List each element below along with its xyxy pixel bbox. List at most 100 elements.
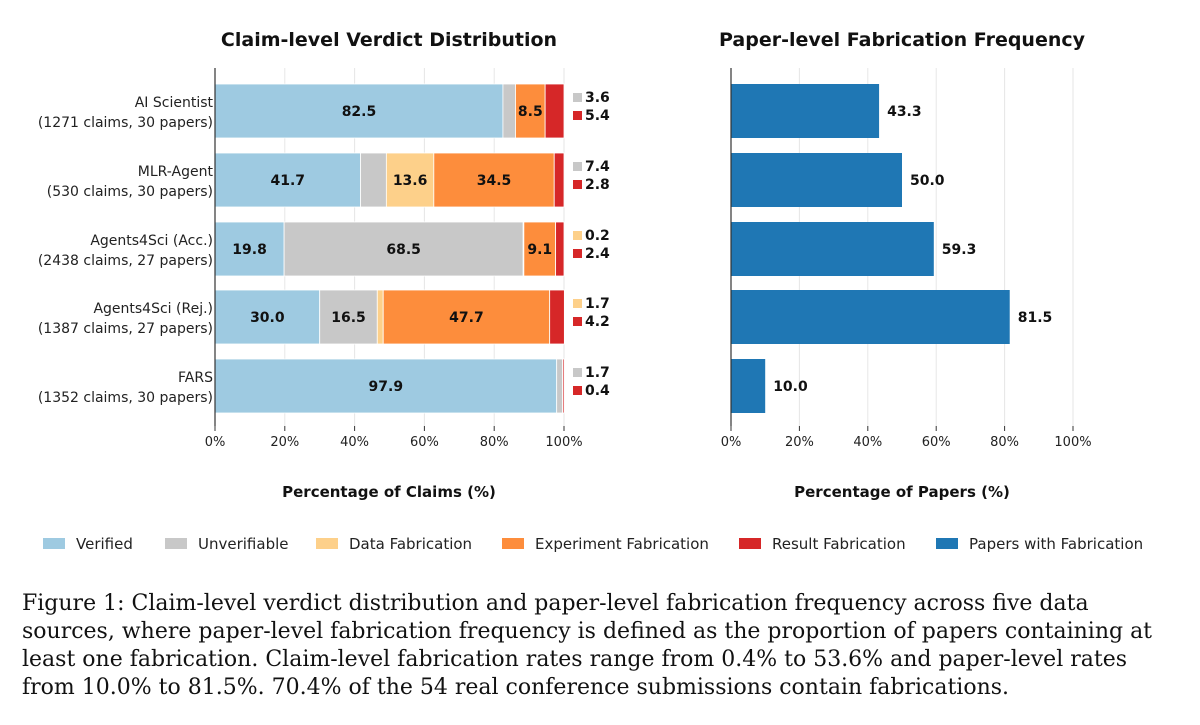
category-sublabel: (1271 claims, 30 papers) <box>38 115 213 131</box>
figure: Claim-level Verdict Distribution 82.5 8.5… <box>38 29 1143 553</box>
x-tick-label: 20% <box>785 435 814 450</box>
side-label-swatch <box>573 180 582 189</box>
bar-segment-result-fabrication <box>555 221 565 277</box>
x-tick-label: 20% <box>270 435 299 450</box>
figure-caption: Figure 1: Claim-level verdict distributi… <box>22 591 1153 700</box>
bar-segment-unverifiable <box>556 358 564 414</box>
bar-segment-data-fabrication <box>376 289 384 345</box>
bar-value-label: 82.5 <box>342 104 377 120</box>
bar-segment-experiment-fabrication <box>433 152 555 208</box>
right-chart-bars: 43.3 50.0 59.3 81.5 10.0 <box>731 84 1052 413</box>
category-label: Agents4Sci (Acc.) <box>90 233 213 249</box>
side-label-swatch <box>573 162 582 171</box>
bar-segment-unverifiable <box>502 83 516 139</box>
bar-segment-unverifiable <box>319 289 378 345</box>
bar-papers-with-fabrication <box>731 359 766 413</box>
bar-value-label: 19.8 <box>232 242 267 258</box>
legend-swatch <box>165 538 187 549</box>
paper-level-chart: Paper-level Fabrication Frequency 43.3 50… <box>719 29 1092 501</box>
bar-value-label: 16.5 <box>331 310 366 326</box>
left-chart-x-ticks: 0% 20% 40% 60% 80% 100% <box>205 426 583 450</box>
bar-value-label: 68.5 <box>386 242 421 258</box>
bar-segment-verified <box>214 221 285 277</box>
side-value-label: 7.4 <box>585 159 610 175</box>
x-tick-label: 0% <box>721 435 742 450</box>
bar-value-label: 9.1 <box>527 242 552 258</box>
bar-papers-with-fabrication <box>731 153 902 207</box>
bar-value-label: 41.7 <box>270 173 305 189</box>
side-label-swatch <box>573 93 582 102</box>
left-chart-bars: 82.5 8.5 3.6 5.4 41.7 13.6 34.5 7.4 2.8 19.8 68.5 9… <box>214 83 610 414</box>
right-chart-title: Paper-level Fabrication Frequency <box>719 29 1086 51</box>
legend: Verified Unverifiable Data Fabrication Expe… <box>43 535 1143 553</box>
bar-segment-unverifiable <box>283 221 524 277</box>
legend-swatch <box>936 538 958 549</box>
legend-swatch <box>502 538 524 549</box>
side-label-swatch <box>573 299 582 308</box>
x-tick-label: 60% <box>410 435 439 450</box>
bar-segment-verified <box>214 83 504 139</box>
left-chart-category-labels: AI Scientist (1271 claims, 30 papers) MLR-… <box>38 95 214 406</box>
side-value-label: 1.7 <box>585 296 610 312</box>
bar-value-label: 47.7 <box>449 310 484 326</box>
x-tick-label: 40% <box>340 435 369 450</box>
side-value-label: 0.2 <box>585 228 610 244</box>
x-tick-label: 60% <box>922 435 951 450</box>
x-tick-label: 100% <box>1054 435 1091 450</box>
legend-label: Verified <box>76 535 133 553</box>
bar-value-label: 43.3 <box>887 104 922 120</box>
right-chart-xlabel: Percentage of Papers (%) <box>794 483 1010 501</box>
x-tick-label: 0% <box>205 435 226 450</box>
bar-segment-unverifiable <box>360 152 387 208</box>
x-tick-label: 80% <box>480 435 509 450</box>
legend-swatch <box>316 538 338 549</box>
bar-segment-verified <box>214 358 558 414</box>
bar-papers-with-fabrication <box>731 290 1010 344</box>
bar-segment-result-fabrication <box>549 289 565 345</box>
left-chart-title: Claim-level Verdict Distribution <box>221 29 557 51</box>
bar-segment-verified <box>214 289 321 345</box>
legend-label: Experiment Fabrication <box>535 535 709 553</box>
category-label: Agents4Sci (Rej.) <box>93 301 213 317</box>
category-sublabel: (530 claims, 30 papers) <box>47 184 213 200</box>
bar-value-label: 97.9 <box>369 379 404 395</box>
bar-papers-with-fabrication <box>731 222 934 276</box>
left-chart-xlabel: Percentage of Claims (%) <box>282 483 496 501</box>
side-label-swatch <box>573 386 582 395</box>
bar-segment-data-fabrication <box>385 152 435 208</box>
x-tick-label: 100% <box>545 435 582 450</box>
bar-segment-result-fabrication <box>553 152 565 208</box>
side-value-label: 2.8 <box>585 177 610 193</box>
bar-value-label: 30.0 <box>250 310 285 326</box>
bar-papers-with-fabrication <box>731 84 880 138</box>
category-sublabel: (1387 claims, 27 papers) <box>38 321 213 337</box>
side-value-label: 1.7 <box>585 365 610 381</box>
category-sublabel: (2438 claims, 27 papers) <box>38 253 213 269</box>
side-label-swatch <box>573 249 582 258</box>
side-label-swatch <box>573 317 582 326</box>
side-value-label: 5.4 <box>585 108 610 124</box>
right-chart-x-ticks: 0% 20% 40% 60% 80% 100% <box>721 426 1092 450</box>
category-label: FARS <box>178 370 213 386</box>
category-label: AI Scientist <box>135 95 214 111</box>
legend-swatch <box>43 538 65 549</box>
side-value-label: 2.4 <box>585 246 610 262</box>
legend-label: Unverifiable <box>198 535 288 553</box>
bar-value-label: 81.5 <box>1018 310 1053 326</box>
bar-segment-result-fabrication <box>544 83 565 139</box>
bar-value-label: 8.5 <box>518 104 543 120</box>
bar-value-label: 59.3 <box>942 242 977 258</box>
side-value-label: 0.4 <box>585 383 610 399</box>
bar-value-label: 13.6 <box>393 173 428 189</box>
side-label-swatch <box>573 111 582 120</box>
claim-level-chart: Claim-level Verdict Distribution 82.5 8.5… <box>38 29 610 501</box>
legend-swatch <box>739 538 761 549</box>
bar-value-label: 34.5 <box>477 173 512 189</box>
bar-value-label: 50.0 <box>910 173 945 189</box>
legend-label: Result Fabrication <box>772 535 906 553</box>
bar-segment-verified <box>214 152 361 208</box>
legend-label: Data Fabrication <box>349 535 472 553</box>
legend-label: Papers with Fabrication <box>969 535 1143 553</box>
bar-value-label: 10.0 <box>773 379 808 395</box>
side-label-swatch <box>573 368 582 377</box>
